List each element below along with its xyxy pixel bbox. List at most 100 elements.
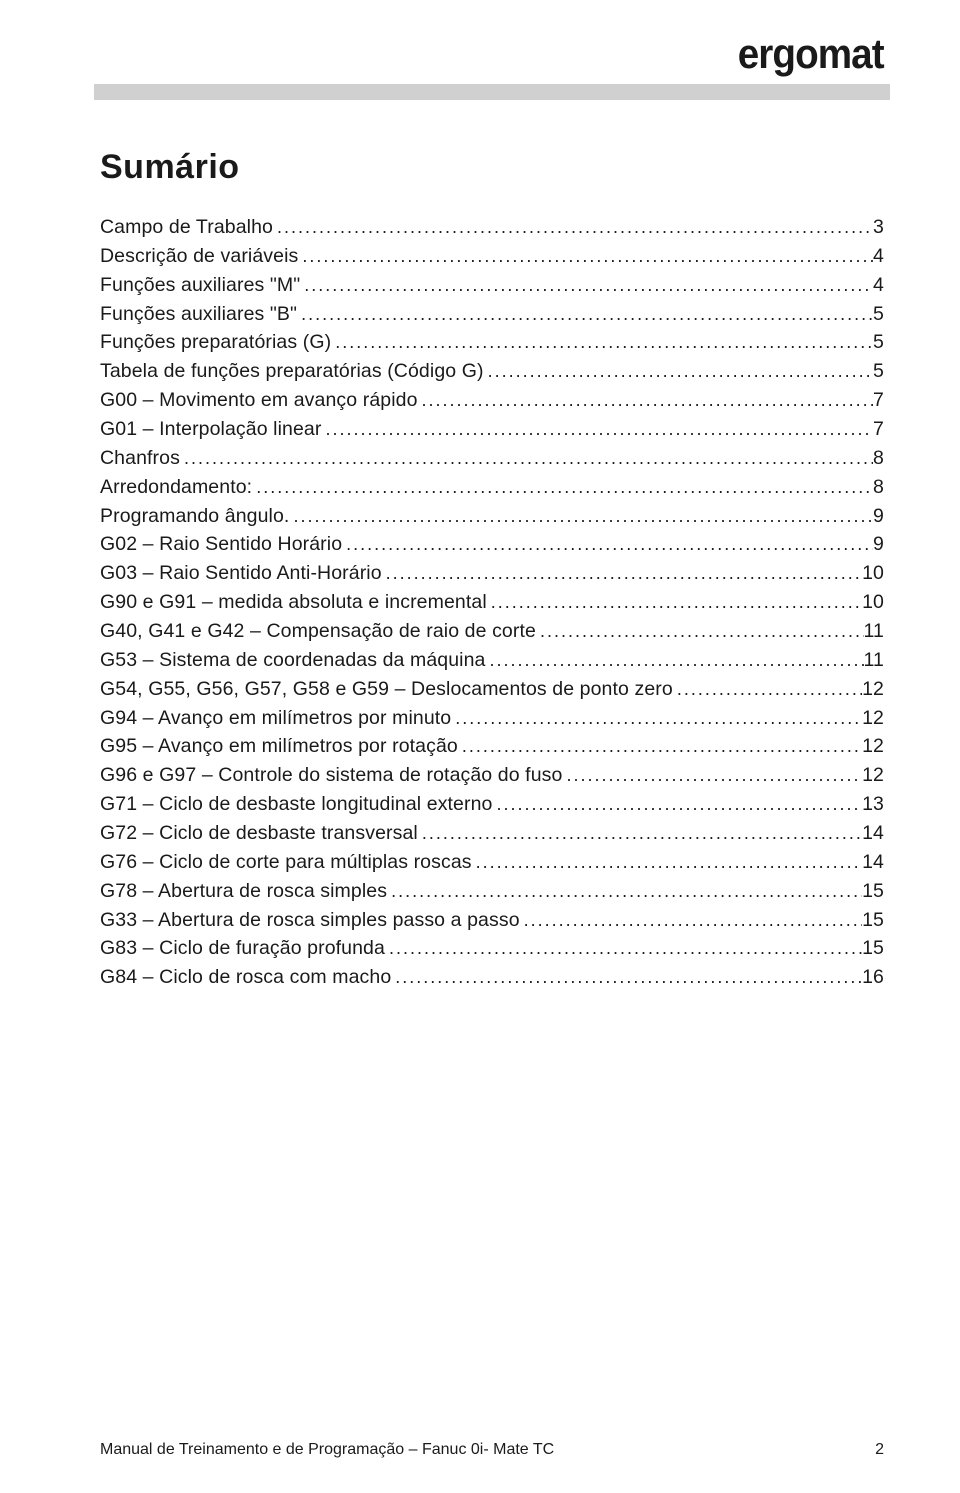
toc-dots: ........................................… (298, 243, 873, 270)
toc-item-label: Tabela de funções preparatórias (Código … (100, 357, 484, 386)
toc-item-label: Chanfros (100, 444, 180, 473)
toc-item-page: 8 (873, 444, 884, 473)
toc-item-label: G71 – Ciclo de desbaste longitudinal ext… (100, 790, 493, 819)
toc-dots: ........................................… (331, 329, 873, 356)
toc-item: Funções auxiliares "B"..................… (100, 300, 884, 329)
toc-item-page: 5 (873, 328, 884, 357)
toc-dots: ........................................… (387, 878, 862, 905)
toc-item: G03 – Raio Sentido Anti-Horário.........… (100, 559, 884, 588)
toc-item-page: 12 (862, 732, 884, 761)
toc-dots: ........................................… (180, 445, 873, 472)
toc-item-page: 15 (862, 934, 884, 963)
toc-item-label: G90 e G91 – medida absoluta e incrementa… (100, 588, 487, 617)
toc-item: Campo de Trabalho.......................… (100, 213, 884, 242)
toc-item-label: G78 – Abertura de rosca simples (100, 877, 387, 906)
toc-item: G02 – Raio Sentido Horário..............… (100, 530, 884, 559)
toc-item: G00 – Movimento em avanço rápido........… (100, 386, 884, 415)
toc-item-page: 15 (862, 877, 884, 906)
toc-item-label: Programando ângulo. (100, 502, 289, 531)
toc-item-label: G01 – Interpolação linear (100, 415, 321, 444)
toc-dots: ........................................… (382, 560, 862, 587)
toc-dots: ........................................… (484, 358, 873, 385)
header-bar (94, 84, 890, 100)
page-title: Sumário (100, 148, 884, 187)
toc-item-label: G72 – Ciclo de desbaste transversal (100, 819, 418, 848)
toc-dots: ........................................… (451, 705, 862, 732)
toc-dots: ........................................… (418, 387, 874, 414)
toc-item-label: G00 – Movimento em avanço rápido (100, 386, 418, 415)
toc-item-label: G95 – Avanço em milímetros por rotação (100, 732, 458, 761)
toc-dots: ........................................… (458, 733, 862, 760)
toc-item: G33 – Abertura de rosca simples passo a … (100, 906, 884, 935)
page-footer: Manual de Treinamento e de Programação –… (100, 1441, 884, 1459)
toc-item-page: 12 (862, 761, 884, 790)
toc-item-page: 14 (862, 819, 884, 848)
toc-item: G40, G41 e G42 – Compensação de raio de … (100, 617, 884, 646)
toc-item-page: 5 (873, 300, 884, 329)
toc-item: Funções preparatórias (G)...............… (100, 328, 884, 357)
toc-dots: ........................................… (321, 416, 873, 443)
toc-item-label: G03 – Raio Sentido Anti-Horário (100, 559, 382, 588)
toc-item-label: Funções preparatórias (G) (100, 328, 331, 357)
logo: ergomat (738, 30, 884, 78)
toc-item: G01 – Interpolação linear...............… (100, 415, 884, 444)
toc-item: G90 e G91 – medida absoluta e incrementa… (100, 588, 884, 617)
toc-dots: ........................................… (472, 849, 862, 876)
toc-item-label: G54, G55, G56, G57, G58 e G59 – Deslocam… (100, 675, 673, 704)
toc-item-page: 11 (864, 646, 884, 675)
toc-item-page: 7 (873, 386, 884, 415)
toc-dots: ........................................… (673, 676, 862, 703)
toc-item-label: Funções auxiliares "M" (100, 271, 300, 300)
toc-item-page: 7 (873, 415, 884, 444)
toc-dots: ........................................… (342, 531, 873, 558)
toc-dots: ........................................… (297, 301, 873, 328)
toc-dots: ........................................… (289, 503, 873, 530)
toc-item-label: G76 – Ciclo de corte para múltiplas rosc… (100, 848, 472, 877)
toc-dots: ........................................… (300, 272, 873, 299)
toc-item-page: 5 (873, 357, 884, 386)
toc-item-page: 12 (862, 675, 884, 704)
toc-item-page: 10 (862, 559, 884, 588)
toc-item: G83 – Ciclo de furação profunda.........… (100, 934, 884, 963)
toc-dots: ........................................… (273, 214, 873, 241)
toc-item-page: 9 (873, 530, 884, 559)
toc-item-label: G40, G41 e G42 – Compensação de raio de … (100, 617, 536, 646)
toc-item-label: G53 – Sistema de coordenadas da máquina (100, 646, 485, 675)
toc-dots: ........................................… (485, 647, 863, 674)
toc-item: G94 – Avanço em milímetros por minuto...… (100, 704, 884, 733)
toc-item-label: G94 – Avanço em milímetros por minuto (100, 704, 451, 733)
table-of-contents: Campo de Trabalho.......................… (100, 213, 884, 992)
footer-page-number: 2 (875, 1441, 884, 1459)
toc-item-page: 3 (873, 213, 884, 242)
toc-item-label: G02 – Raio Sentido Horário (100, 530, 342, 559)
toc-item: G76 – Ciclo de corte para múltiplas rosc… (100, 848, 884, 877)
toc-dots: ........................................… (418, 820, 862, 847)
toc-item: G84 – Ciclo de rosca com macho..........… (100, 963, 884, 992)
toc-dots: ........................................… (562, 762, 862, 789)
toc-item: Descrição de variáveis..................… (100, 242, 884, 271)
toc-item: Chanfros................................… (100, 444, 884, 473)
toc-item: Programando ângulo......................… (100, 502, 884, 531)
toc-dots: ........................................… (252, 474, 873, 501)
toc-item-label: G84 – Ciclo de rosca com macho (100, 963, 391, 992)
toc-item-page: 4 (873, 242, 884, 271)
toc-item: G78 – Abertura de rosca simples.........… (100, 877, 884, 906)
toc-item-label: Funções auxiliares "B" (100, 300, 297, 329)
toc-item: Funções auxiliares "M"..................… (100, 271, 884, 300)
toc-item-page: 4 (873, 271, 884, 300)
toc-item-page: 11 (864, 617, 884, 646)
toc-item: G71 – Ciclo de desbaste longitudinal ext… (100, 790, 884, 819)
toc-item: Arredondamento:.........................… (100, 473, 884, 502)
toc-dots: ........................................… (487, 589, 862, 616)
toc-item-page: 9 (873, 502, 884, 531)
toc-item-label: Arredondamento: (100, 473, 252, 502)
toc-dots: ........................................… (385, 935, 862, 962)
toc-item-page: 8 (873, 473, 884, 502)
toc-dots: ........................................… (391, 964, 862, 991)
toc-item: G54, G55, G56, G57, G58 e G59 – Deslocam… (100, 675, 884, 704)
toc-item-page: 16 (862, 963, 884, 992)
toc-dots: ........................................… (520, 907, 862, 934)
toc-item-label: G96 e G97 – Controle do sistema de rotaç… (100, 761, 562, 790)
toc-dots: ........................................… (536, 618, 864, 645)
footer-title: Manual de Treinamento e de Programação –… (100, 1441, 554, 1459)
